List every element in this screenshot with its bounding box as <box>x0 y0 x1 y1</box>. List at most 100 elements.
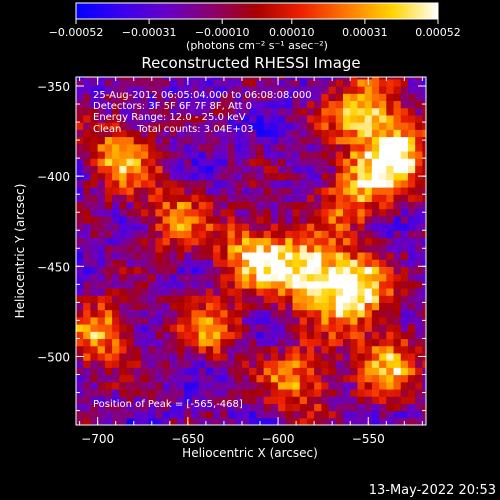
heatmap-cell <box>140 86 149 94</box>
heatmap-cell <box>184 381 193 390</box>
heatmap-cell <box>371 295 380 303</box>
heatmap-cell <box>83 230 92 239</box>
heatmap-cell <box>90 86 99 94</box>
heatmap-cell <box>162 93 171 102</box>
heatmap-cell <box>285 208 294 217</box>
heatmap-cell <box>227 194 236 203</box>
colorbar-tick-label: −0.00010 <box>195 26 250 39</box>
heatmap-cell <box>162 158 171 166</box>
heatmap-cell <box>184 100 193 109</box>
heatmap-cell <box>270 237 279 246</box>
heatmap-cell <box>191 287 200 296</box>
heatmap-cell <box>306 244 315 253</box>
heatmap-cell <box>314 223 322 231</box>
heatmap-cell <box>119 86 128 94</box>
heatmap-cell <box>371 107 380 116</box>
heatmap-cell <box>292 208 301 217</box>
heatmap-cell <box>393 345 402 354</box>
heatmap-cell <box>198 165 207 174</box>
heatmap-cell <box>90 208 99 217</box>
heatmap-cell <box>112 143 120 152</box>
heatmap-cell <box>299 77 308 80</box>
heatmap-cell <box>314 367 322 376</box>
heatmap-cell <box>285 136 294 145</box>
heatmap-cell <box>371 388 380 397</box>
heatmap-cell <box>90 150 99 159</box>
heatmap-cell <box>386 338 395 347</box>
heatmap-cell <box>343 244 351 253</box>
heatmap-cell <box>321 150 330 159</box>
heatmap-cell <box>343 194 351 203</box>
heatmap-cell <box>148 324 156 332</box>
heatmap-cell <box>76 345 84 354</box>
heatmap-cell <box>198 223 207 231</box>
heatmap-cell <box>126 143 135 152</box>
heatmap-cell <box>97 251 106 260</box>
heatmap-cell <box>198 93 207 102</box>
heatmap-cell <box>184 331 193 340</box>
heatmap-cell <box>321 403 330 412</box>
heatmap-cell <box>400 331 409 340</box>
heatmap-cell <box>155 129 164 138</box>
heatmap-cell <box>350 302 359 311</box>
heatmap-cell <box>263 143 272 152</box>
heatmap-cell <box>343 251 351 260</box>
heatmap-cell <box>256 107 265 116</box>
heatmap-cell <box>407 345 416 354</box>
heatmap-cell <box>90 410 99 419</box>
heatmap-cell <box>393 201 402 210</box>
heatmap-cell <box>119 352 128 361</box>
heatmap-cell <box>148 338 156 347</box>
heatmap-cell <box>205 403 214 412</box>
heatmap-cell <box>407 331 416 340</box>
heatmap-cell <box>241 295 250 303</box>
heatmap-cell <box>126 417 135 425</box>
heatmap-cell <box>350 309 359 318</box>
heatmap-cell <box>364 352 373 361</box>
heatmap-cell <box>198 208 207 217</box>
heatmap-cell <box>148 302 156 311</box>
heatmap-cell <box>335 251 344 260</box>
heatmap-cell <box>364 338 373 347</box>
heatmap-cell <box>234 215 243 224</box>
heatmap-cell <box>393 287 402 296</box>
heatmap-cell <box>335 230 344 239</box>
footer-timestamp: 13-May-2022 20:53 <box>369 483 496 498</box>
heatmap-cell <box>76 237 84 246</box>
heatmap-cell <box>314 352 322 361</box>
heatmap-cell <box>227 114 236 123</box>
heatmap-cell <box>371 100 380 109</box>
heatmap-cell <box>97 86 106 94</box>
heatmap-cell <box>386 179 395 188</box>
heatmap-cell <box>306 374 315 383</box>
heatmap-cell <box>198 295 207 303</box>
heatmap-cell <box>184 107 193 116</box>
heatmap-cell <box>241 122 250 130</box>
heatmap-cell <box>126 338 135 347</box>
heatmap-cell <box>198 143 207 152</box>
heatmap-cell <box>357 273 366 282</box>
heatmap-cell <box>155 331 164 340</box>
heatmap-cell <box>379 345 387 354</box>
heatmap-cell <box>213 194 221 203</box>
heatmap-cell <box>213 150 221 159</box>
heatmap-cell <box>386 251 395 260</box>
heatmap-cell <box>234 331 243 340</box>
heatmap-cell <box>169 280 178 289</box>
heatmap-cell <box>191 107 200 116</box>
heatmap-cell <box>393 403 402 412</box>
heatmap-cell <box>177 266 185 275</box>
heatmap-cell <box>422 287 426 296</box>
heatmap-cell <box>234 194 243 203</box>
heatmap-cell <box>97 244 106 253</box>
heatmap-cell <box>112 374 120 383</box>
heatmap-cell <box>205 388 214 397</box>
heatmap-cell <box>227 150 236 159</box>
heatmap-cell <box>328 150 337 159</box>
heatmap-cell <box>299 352 308 361</box>
heatmap-cell <box>83 259 92 267</box>
heatmap-cell <box>198 244 207 253</box>
heatmap-cell <box>169 403 178 412</box>
heatmap-cell <box>177 417 185 425</box>
heatmap-cell <box>155 179 164 188</box>
